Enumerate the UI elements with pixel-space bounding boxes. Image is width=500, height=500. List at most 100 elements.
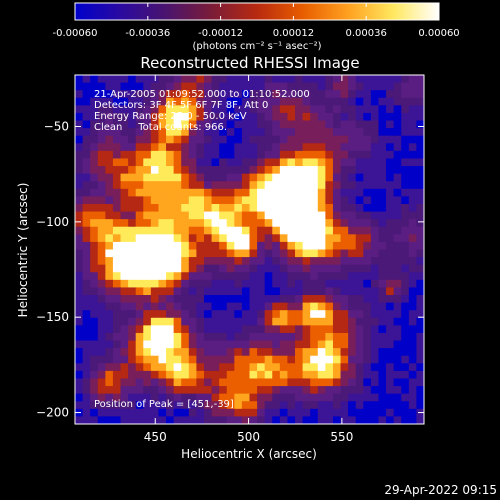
heatmap-cell xyxy=(332,287,342,296)
heatmap-cell xyxy=(295,135,304,144)
heatmap-cell xyxy=(128,348,137,357)
heatmap-cell xyxy=(302,287,311,296)
heatmap-cell xyxy=(287,82,296,91)
heatmap-cell xyxy=(97,120,106,129)
heatmap-cell xyxy=(317,302,326,311)
heatmap-cell xyxy=(143,393,152,402)
heatmap-cell xyxy=(82,378,91,387)
heatmap-cell xyxy=(279,317,289,326)
heatmap-cell xyxy=(90,416,99,424)
heatmap-cell xyxy=(264,302,273,311)
heatmap-cell xyxy=(234,355,243,364)
heatmap-cell xyxy=(393,348,402,357)
heatmap-cell xyxy=(226,310,235,319)
heatmap-cell xyxy=(340,120,349,129)
heatmap-cell xyxy=(226,257,235,266)
heatmap-cell xyxy=(317,332,326,342)
heatmap-cell xyxy=(257,143,266,152)
heatmap-cell xyxy=(363,340,372,349)
heatmap-cell xyxy=(302,264,311,273)
heatmap-cell xyxy=(105,370,114,380)
heatmap-cell xyxy=(158,416,167,424)
heatmap-cell xyxy=(340,279,349,289)
heatmap-cell xyxy=(386,363,395,372)
heatmap-cell xyxy=(393,401,402,410)
heatmap-cell xyxy=(401,135,410,144)
heatmap-cell xyxy=(82,348,91,357)
heatmap-cell xyxy=(416,287,424,296)
heatmap-cell xyxy=(355,120,364,129)
heatmap-cell xyxy=(249,310,258,319)
heatmap-cell xyxy=(90,332,99,342)
heatmap-cell xyxy=(150,135,160,144)
heatmap-cell xyxy=(363,219,372,228)
heatmap-cell xyxy=(241,75,251,84)
colorbar-tick-label: 0.00012 xyxy=(273,28,314,39)
heatmap-cell xyxy=(75,355,84,364)
heatmap-cell xyxy=(75,264,84,273)
heatmap-cell xyxy=(75,317,84,326)
heatmap-cell xyxy=(257,234,266,243)
heatmap-cell xyxy=(363,386,372,395)
heatmap-cell xyxy=(143,302,152,311)
heatmap-cell xyxy=(363,105,372,114)
heatmap-cell xyxy=(302,158,311,167)
heatmap-cell xyxy=(128,75,137,84)
heatmap-cell xyxy=(325,188,334,197)
heatmap-cell xyxy=(234,249,243,258)
heatmap-cell xyxy=(279,249,289,258)
heatmap-cell xyxy=(105,219,114,228)
heatmap-cell xyxy=(340,196,349,205)
heatmap-cell xyxy=(158,393,167,402)
heatmap-cell xyxy=(219,340,228,349)
heatmap-cell xyxy=(219,105,228,114)
heatmap-cell xyxy=(363,393,372,402)
heatmap-cell xyxy=(135,363,144,372)
heatmap-cell xyxy=(249,203,258,213)
heatmap-cell xyxy=(363,75,372,84)
heatmap-cell xyxy=(363,150,372,160)
heatmap-cell xyxy=(97,181,106,190)
colorbar-tick-label: -0.00012 xyxy=(198,28,243,39)
heatmap-cell xyxy=(378,128,387,137)
heatmap-cell xyxy=(386,257,395,266)
heatmap-cell xyxy=(272,310,281,319)
heatmap-cell xyxy=(264,241,273,251)
heatmap-cell xyxy=(287,166,296,175)
heatmap-cell xyxy=(135,401,144,410)
heatmap-cell xyxy=(310,355,319,364)
heatmap-cell xyxy=(97,211,106,220)
heatmap-cell xyxy=(348,128,357,137)
heatmap-cell xyxy=(234,112,243,122)
heatmap-cell xyxy=(112,143,122,152)
heatmap-cell xyxy=(211,340,220,349)
heatmap-cell xyxy=(135,75,144,84)
heatmap-cell xyxy=(158,173,167,182)
heatmap-cell xyxy=(150,302,160,311)
heatmap-cell xyxy=(135,355,144,364)
heatmap-cell xyxy=(181,128,190,137)
heatmap-cell xyxy=(105,120,114,129)
heatmap-cell xyxy=(211,332,220,342)
heatmap-cell xyxy=(295,363,304,372)
heatmap-cell xyxy=(378,203,387,213)
heatmap-cell xyxy=(332,128,342,137)
heatmap-cell xyxy=(378,211,387,220)
heatmap-cell xyxy=(158,196,167,205)
heatmap-cell xyxy=(295,401,304,410)
heatmap-cell xyxy=(264,363,273,372)
heatmap-cell xyxy=(112,272,122,281)
heatmap-cell xyxy=(257,173,266,182)
heatmap-cell xyxy=(401,355,410,364)
heatmap-cell xyxy=(257,203,266,213)
heatmap-cell xyxy=(90,408,99,418)
heatmap-cell xyxy=(317,75,326,84)
heatmap-cell xyxy=(203,158,213,167)
heatmap-cell xyxy=(325,340,334,349)
heatmap-cell xyxy=(408,150,418,160)
heatmap-cell xyxy=(196,128,205,137)
heatmap-cell xyxy=(97,143,106,152)
heatmap-cell xyxy=(279,181,289,190)
heatmap-cell xyxy=(332,272,342,281)
heatmap-cell xyxy=(295,386,304,395)
